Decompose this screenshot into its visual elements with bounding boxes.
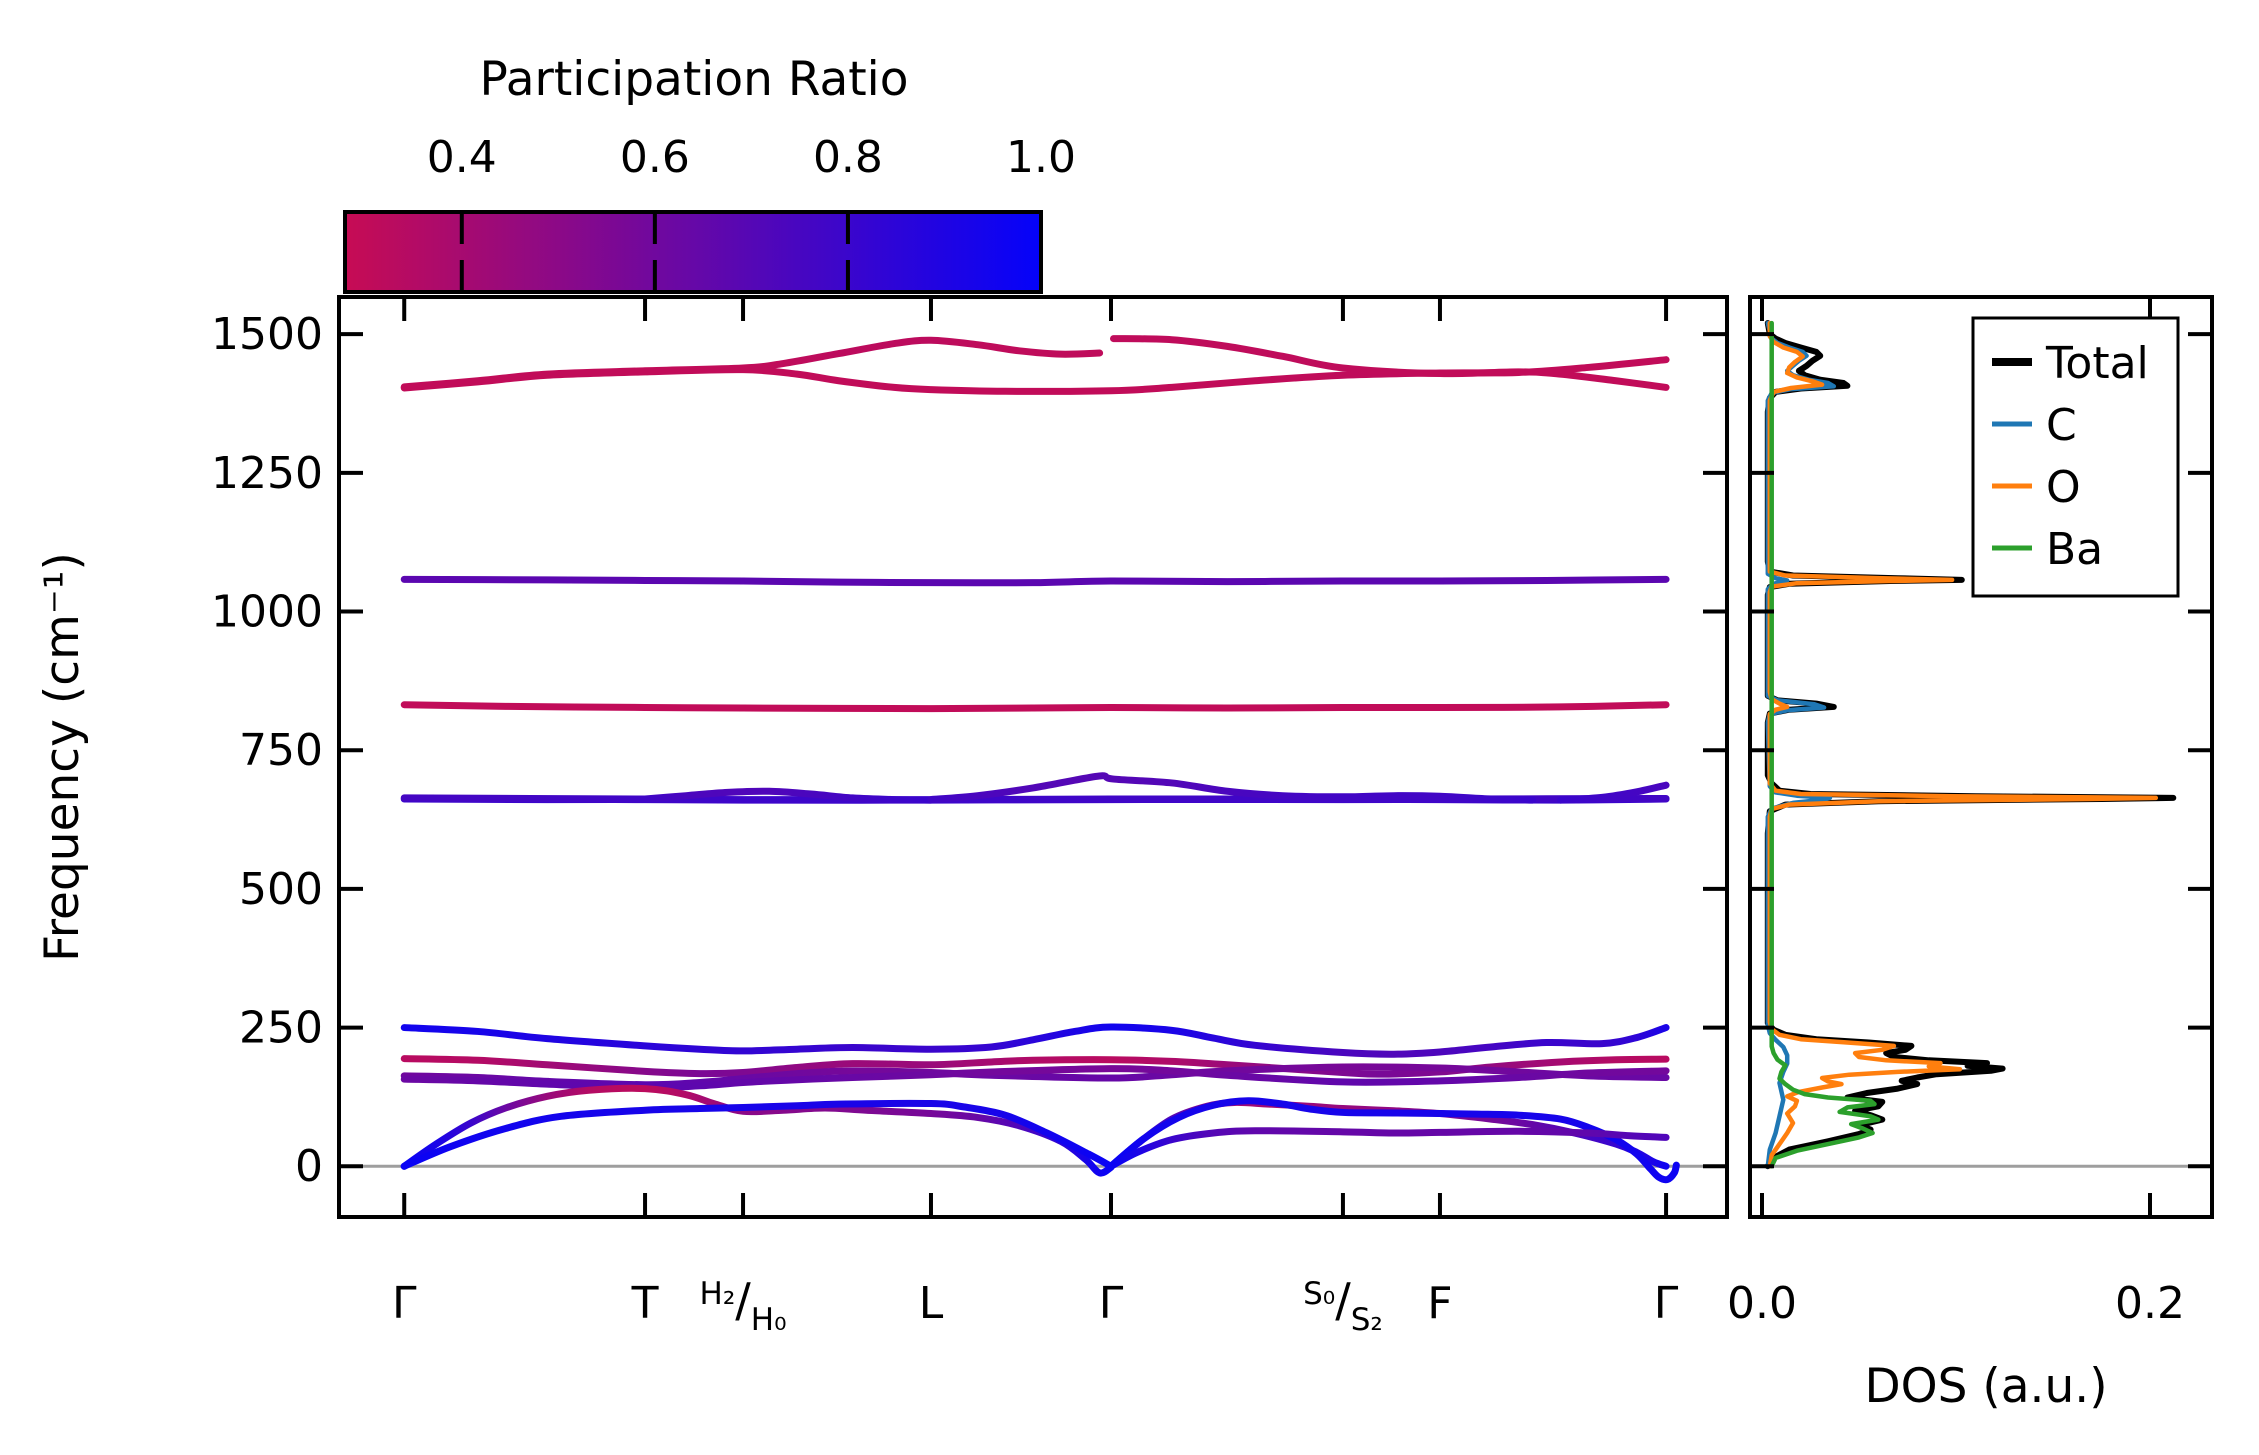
colorbar-tick-labels: 0.4 0.6 0.8 1.0 — [427, 132, 1076, 183]
phonon-band-line — [641, 787, 935, 804]
dos-legend: Total CO Ba — [1971, 316, 2180, 598]
frequency-tick-label: 1000 — [211, 587, 323, 638]
legend-label: Ba — [2046, 524, 2103, 575]
kpoint-label: L — [919, 1278, 944, 1329]
dos-curve-o — [1767, 320, 2159, 1169]
frequency-tick-label: 1250 — [211, 448, 323, 499]
phonon-band-line — [400, 1023, 1670, 1058]
kpoint-label: T — [631, 1278, 659, 1329]
colorbar: Participation Ratio 0.4 0.6 0.8 1.0 — [343, 52, 1076, 294]
dos-panel-ticks — [1750, 297, 2212, 1217]
phonon-band-line — [1107, 1097, 1680, 1184]
dos-axis-label: DOS (a.u.) — [1864, 1359, 2107, 1414]
frequency-tick-label: 750 — [239, 725, 323, 776]
phonon-band-line — [400, 1099, 1115, 1170]
colorbar-tick-label: 0.8 — [813, 132, 883, 183]
dos-panel-border — [1748, 295, 2214, 1219]
phonon-band-line — [927, 772, 1537, 804]
frequency-tick-label: 0 — [295, 1141, 323, 1192]
frequency-tick-label: 250 — [239, 1003, 323, 1054]
phonon-band-line — [1107, 1127, 1670, 1170]
colorbar-tick-label: 0.4 — [427, 132, 497, 183]
frequency-tick-labels: 0 250 500 750 1000 1250 1500 — [211, 309, 323, 1192]
phonon-band-line — [1556, 781, 1670, 804]
phonon-band-line — [400, 701, 1670, 713]
legend-label: Total — [2045, 338, 2149, 389]
colorbar-title: Participation Ratio — [479, 52, 908, 107]
kpoint-label: F — [1427, 1278, 1452, 1329]
kpoint-label: Γ — [392, 1278, 417, 1329]
kpoint-label: Γ — [1654, 1278, 1679, 1329]
colorbar-gradient-bar — [343, 210, 1043, 294]
colorbar-tick-label: 1.0 — [1006, 132, 1076, 183]
dos-curve-ba — [1769, 320, 1881, 1169]
kpoint-label: Γ — [1099, 1278, 1124, 1329]
band-panel-border — [337, 295, 1729, 1219]
kpoint-label: H₂/H₀ — [700, 1273, 787, 1338]
band-structure-panel: 0 250 500 750 1000 1250 1500 Γ T H₂/H₀ L Γ S₀/S₂ F Γ … — [35, 295, 1729, 1338]
dos-tick-label: 0.2 — [2115, 1278, 2185, 1329]
kpoint-labels: Γ T H₂/H₀ L Γ S₀/S₂ F Γ — [392, 1273, 1679, 1338]
dos-tick-labels: 0.0 0.2 — [1727, 1278, 2185, 1329]
colorbar-tick-label: 0.6 — [620, 132, 690, 183]
phonon-band-line — [400, 336, 1104, 391]
colorbar-inner-ticks — [459, 212, 850, 292]
phonon-band-line — [1110, 335, 1670, 391]
phonon-band-line — [400, 575, 1670, 587]
frequency-tick-label: 1500 — [211, 309, 323, 360]
frequency-tick-label: 500 — [239, 864, 323, 915]
legend-label: O — [2046, 462, 2081, 513]
band-panel-ticks — [339, 297, 1727, 1217]
dos-panel: 0.0 0.2 DOS (a.u.) Total CO Ba — [1727, 295, 2214, 1414]
legend-label: C — [2046, 400, 2077, 451]
frequency-axis-label: Frequency (cm⁻¹) — [35, 552, 90, 962]
kpoint-label: S₀/S₂ — [1303, 1273, 1383, 1338]
dos-tick-label: 0.0 — [1727, 1278, 1797, 1329]
